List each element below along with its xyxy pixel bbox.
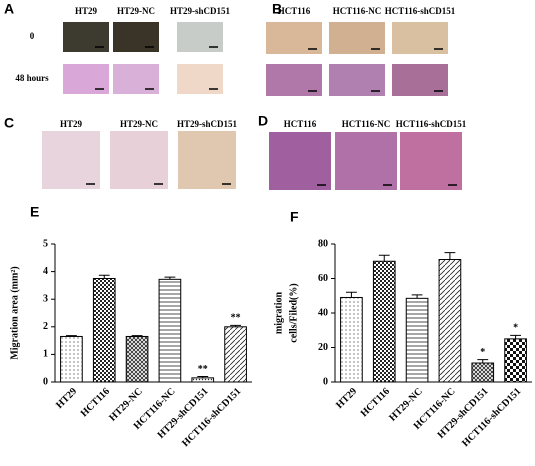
micrograph [110,131,168,189]
error-bar [444,252,456,260]
column-label: HCT116-shCD151 [385,6,456,16]
panel-letter: E [30,204,39,220]
column-label: HT29-shCD151 [170,6,231,16]
x-tick-label: HT29 [334,386,359,411]
bar [60,335,83,383]
micrograph [400,132,462,190]
annotation: ** [231,313,241,324]
error-bar [131,335,143,337]
y-tick-label: 80 [318,238,328,249]
bar [191,377,215,383]
error-bar [411,294,423,299]
bar [158,278,182,383]
column-label: HCT116 [284,119,317,129]
y-tick-label: 60 [318,273,328,284]
y-tick-label: 4 [43,266,48,277]
y-tick-label: 3 [43,293,48,304]
micrograph [269,132,331,190]
bar [438,259,462,383]
y-tick-label: 5 [43,238,48,249]
x-tick-label: HCT116 [359,386,392,419]
row-label: 48 hours [15,73,49,83]
micrograph [42,131,100,189]
bar [372,260,396,383]
bar [340,296,363,383]
column-label: HT29-NC [120,119,158,129]
error-bar [510,334,522,339]
error-bar [65,335,77,337]
annotation: * [513,323,518,334]
bar [92,278,116,383]
panel-letter: B [272,1,282,17]
y-axis-label: cells/Filed(%) [288,283,299,342]
error-bar [345,291,357,298]
column-label: HCT116-NC [342,119,391,129]
column-label: HT29 [75,6,98,16]
bar [224,326,247,383]
bar [405,297,429,383]
y-tick-label: 0 [323,376,328,387]
panel-letter: A [4,1,14,17]
y-tick-label: 2 [43,321,48,332]
error-bar [378,254,390,262]
error-bar [98,274,110,279]
y-tick-label: 40 [318,307,328,318]
column-label: HCT116-shCD151 [396,119,467,129]
column-label: HCT116-NC [333,6,382,16]
y-tick-label: 1 [43,349,48,360]
y-tick-label: 0 [43,376,48,387]
x-tick-label: HCT116 [79,386,112,419]
bar [504,338,527,383]
panel-letter: F [290,209,299,225]
x-tick-label: HT29 [54,386,79,411]
column-label: HT29-shCD151 [177,119,238,129]
bar [125,335,149,383]
panel-letter: D [258,113,268,129]
micrograph [178,131,236,189]
y-axis-label: Migration area (mm²) [9,266,20,359]
panel-letter: C [4,115,14,131]
row-label: 0 [30,31,35,41]
bar [471,362,495,383]
annotation: * [480,347,485,358]
x-tick-label: HCT116-shCD151 [460,386,523,449]
y-tick-label: 20 [318,342,328,353]
column-label: HT29 [60,119,83,129]
error-bar [230,324,242,327]
column-label: HCT116 [278,6,311,16]
column-label: HT29-NC [117,6,155,16]
y-axis-label: migration [273,291,284,334]
micrograph [335,132,397,190]
error-bar [477,359,489,364]
x-tick-label: HCT116-shCD151 [180,386,243,449]
error-bar [197,375,209,378]
error-bar [164,276,176,280]
annotation: ** [198,364,208,375]
